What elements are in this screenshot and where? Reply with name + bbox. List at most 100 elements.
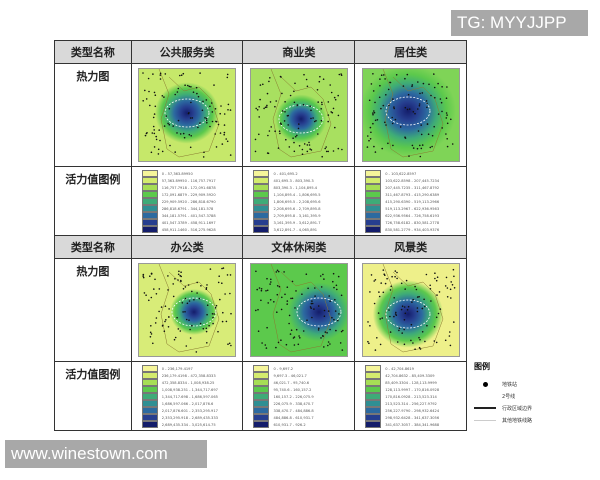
map-symbol-legend: 图例 地铁站 2号线 行政区域边界 其他地铁线路	[474, 361, 584, 426]
header-row-1: 类型名称 公共服务类 商业类 居住类	[54, 40, 467, 64]
legend-class-row: 3,161,395.9 - 3,612,891.7	[253, 219, 354, 226]
color-swatch	[253, 365, 270, 372]
legend-range-text: 286,818.6791 - 344,181.578	[161, 206, 214, 211]
color-swatch	[253, 219, 270, 226]
heatmap-scenic	[361, 263, 460, 357]
color-swatch	[253, 407, 270, 414]
legend-cell: 0 - 42,704.8619 42,704.8632 - 85,409.3309…	[354, 361, 467, 431]
legend-range-text: 42,704.8632 - 85,409.3309	[385, 373, 435, 378]
legend-row-1: 活力值图例 0 - 57,363.89950 57,363.89950 - 116…	[54, 166, 467, 236]
legend-range-text: 610,931.7 - 926.2	[273, 422, 306, 427]
color-swatch	[253, 170, 270, 177]
heatmap-cell	[130, 63, 244, 167]
color-swatch	[365, 191, 382, 198]
color-swatch	[253, 184, 270, 191]
color-swatch	[141, 170, 158, 177]
legend-class-row: 2,709,895.8 - 3,161,395.9	[253, 212, 354, 219]
legend-range-text: 0 - 103,622.8597	[385, 171, 417, 176]
color-swatch	[141, 184, 158, 191]
legend-cell: 0 - 401,695.2 401,695.3 - 803,390.3 803,39…	[242, 166, 356, 236]
legend-class-row: 229,909.5920 - 286,818.6790	[141, 198, 243, 205]
boundary-line-icon	[474, 407, 496, 409]
legend-class-row: 0 - 42,704.8619	[365, 365, 466, 372]
legend-range-text: 401,695.3 - 803,390.3	[273, 178, 314, 183]
color-swatch	[253, 191, 270, 198]
legend-class-row: 226,075.9 - 338,470.7	[253, 400, 354, 407]
legend-class-row: 3,612,891.7 - 4,065,891	[253, 226, 354, 233]
legend-class-row: 803,390.3 - 1,104,895.4	[253, 184, 354, 191]
legend-class-row: 0 - 57,363.89950	[141, 170, 243, 177]
legend-class-row: 415,290.6390 - 519,113.2966	[365, 198, 466, 205]
heatmap-culture-leisure	[249, 263, 348, 357]
legend-class-row: 46,021.7 - 95,740.6	[253, 379, 354, 386]
legend-cell: 0 - 103,622.8597 103,622.8598 - 207,445.7…	[354, 166, 467, 236]
color-swatch	[365, 379, 382, 386]
legend-cell: 0 - 57,363.89950 57,363.89950 - 116,757.7…	[130, 166, 244, 236]
type-name-header: 类型名称	[54, 40, 132, 64]
color-swatch	[365, 198, 382, 205]
legend-item-subway-station: 地铁站	[474, 378, 584, 390]
legend-class-row: 341,637.3057 - 384,341.9688	[365, 421, 466, 428]
legend-class-row: 1,008,938.251 - 1,344,717.697	[141, 386, 243, 393]
legend-range-text: 236,179.4198 - 472,358.8333	[161, 373, 216, 378]
heatmap-cell	[130, 258, 244, 362]
color-swatch	[253, 212, 270, 219]
legend-class-row: 85,409.3304 - 128,113.9999	[365, 379, 466, 386]
heatmap-office	[138, 263, 237, 357]
vitality-legend-commercial: 0 - 401,695.2 401,695.3 - 803,390.3 803,39…	[253, 170, 354, 233]
legend-range-text: 0 - 42,704.8619	[385, 366, 414, 371]
legend-range-text: 726,758.6182 - 830,581.2778	[385, 220, 440, 225]
color-swatch	[141, 414, 158, 421]
vitality-legend-culture-leisure: 0 - 9,697.2 9,697.3 - 46,021.7 46,021.7 - …	[253, 365, 354, 428]
legend-class-row: 472,358.8334 - 1,008,938.25	[141, 379, 243, 386]
legend-class-row: 1,686,597.066 - 2,017,876.6	[141, 400, 243, 407]
legend-range-text: 803,390.3 - 1,104,895.4	[273, 185, 318, 190]
legend-range-text: 213,523.314 - 256,227.9792	[385, 401, 437, 406]
legend-row-2: 活力值图例 0 - 236,179.4197 236,179.4198 - 472…	[54, 361, 467, 431]
color-swatch	[141, 177, 158, 184]
vitality-legend-residential: 0 - 103,622.8597 103,622.8598 - 207,445.7…	[365, 170, 466, 233]
legend-range-text: 2,017,876.601 - 2,353,295.917	[161, 408, 218, 413]
legend-item-district-boundary: 行政区域边界	[474, 402, 584, 414]
color-swatch	[141, 365, 158, 372]
legend-class-row: 1,344,717.698 - 1,686,597.065	[141, 393, 243, 400]
legend-range-text: 311,467.8793 - 415,290.6389	[385, 192, 440, 197]
color-swatch	[365, 372, 382, 379]
color-swatch	[365, 393, 382, 400]
legend-class-row: 0 - 401,695.2	[253, 170, 354, 177]
legend-range-text: 128,113.9997 - 170,816.0928	[385, 387, 440, 392]
legend-class-row: 484,886.8 - 610,931.7	[253, 414, 354, 421]
color-swatch	[365, 400, 382, 407]
color-swatch	[365, 407, 382, 414]
color-swatch	[253, 372, 270, 379]
color-swatch	[253, 386, 270, 393]
legend-class-row: 256,227.9790 - 298,932.6424	[365, 407, 466, 414]
color-swatch	[253, 198, 270, 205]
color-swatch	[141, 226, 158, 233]
color-swatch	[253, 393, 270, 400]
vitality-legend-public-service: 0 - 57,363.89950 57,363.89950 - 116,757.7…	[141, 170, 243, 233]
legend-range-text: 0 - 401,695.2	[273, 171, 298, 176]
color-swatch	[141, 212, 158, 219]
heatmap-cell	[354, 258, 467, 362]
column-header-scenic: 风景类	[354, 235, 467, 259]
vitality-legend-office: 0 - 236,179.4197 236,179.4198 - 472,358.8…	[141, 365, 243, 428]
color-swatch	[365, 184, 382, 191]
color-swatch	[141, 386, 158, 393]
legend-range-text: 170,816.0928 - 213,523.314	[385, 394, 437, 399]
legend-range-text: 1,806,695.5 - 2,208,695.6	[273, 199, 321, 204]
legend-class-row: 160,157.2 - 226,075.9	[253, 393, 354, 400]
heatmap-label: 热力图	[54, 258, 132, 362]
color-swatch	[141, 407, 158, 414]
heatmap-cell	[242, 63, 356, 167]
legend-range-text: 160,157.2 - 226,075.9	[273, 394, 314, 399]
color-swatch	[365, 212, 382, 219]
legend-range-text: 830,581.2779 - 934,403.9376	[385, 227, 440, 232]
legend-range-text: 2,689,435.334 - 3,025,614.75	[161, 422, 216, 427]
legend-class-row: 0 - 236,179.4197	[141, 365, 243, 372]
legend-range-text: 3,161,395.9 - 3,612,891.7	[273, 220, 321, 225]
heatmap-cell	[354, 63, 467, 167]
watermark-bottom: www.winestown.com	[5, 440, 207, 468]
legend-class-row: 2,353,295.918 - 2,689,435.333	[141, 414, 243, 421]
vitality-legend-label: 活力值图例	[54, 361, 132, 431]
